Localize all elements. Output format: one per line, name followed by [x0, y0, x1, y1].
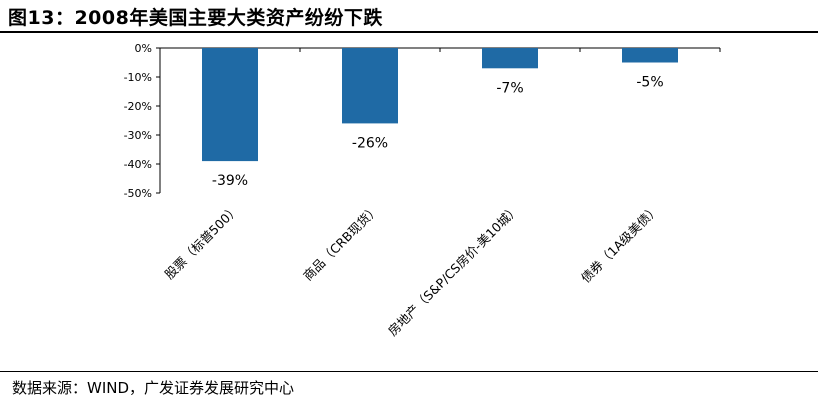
title-rule — [0, 31, 818, 33]
y-tick-label: 0% — [135, 42, 152, 55]
footer-rule — [0, 371, 818, 372]
category-label: 股票（标普500） — [162, 202, 243, 283]
bar — [622, 48, 678, 63]
bar — [342, 48, 398, 124]
chart-title: 图13：2008年美国主要大类资产纷纷下跌 — [8, 7, 383, 29]
category-label: 债券（1A级美债） — [578, 202, 662, 286]
source-note: 数据来源：WIND，广发证券发展研究中心 — [12, 379, 295, 397]
bar-chart: 0% -10% -20% -30% -40% -50% -39% 股票（标普500） -26%… — [124, 42, 721, 339]
y-tick-label: -40% — [124, 158, 152, 171]
data-label: -7% — [496, 80, 523, 96]
y-tick-label: -10% — [124, 71, 152, 84]
bar — [202, 48, 258, 162]
category-label: 房地产（S&P/CS房价-美10城） — [385, 202, 522, 339]
y-tick-label: -30% — [124, 129, 152, 142]
bar — [482, 48, 538, 69]
y-tick-label: -50% — [124, 187, 152, 200]
data-label: -39% — [212, 173, 248, 189]
category-label: 商品（CRB现货） — [300, 202, 382, 284]
y-tick-label: -20% — [124, 100, 152, 113]
data-label: -26% — [352, 135, 388, 151]
data-label: -5% — [636, 75, 663, 91]
